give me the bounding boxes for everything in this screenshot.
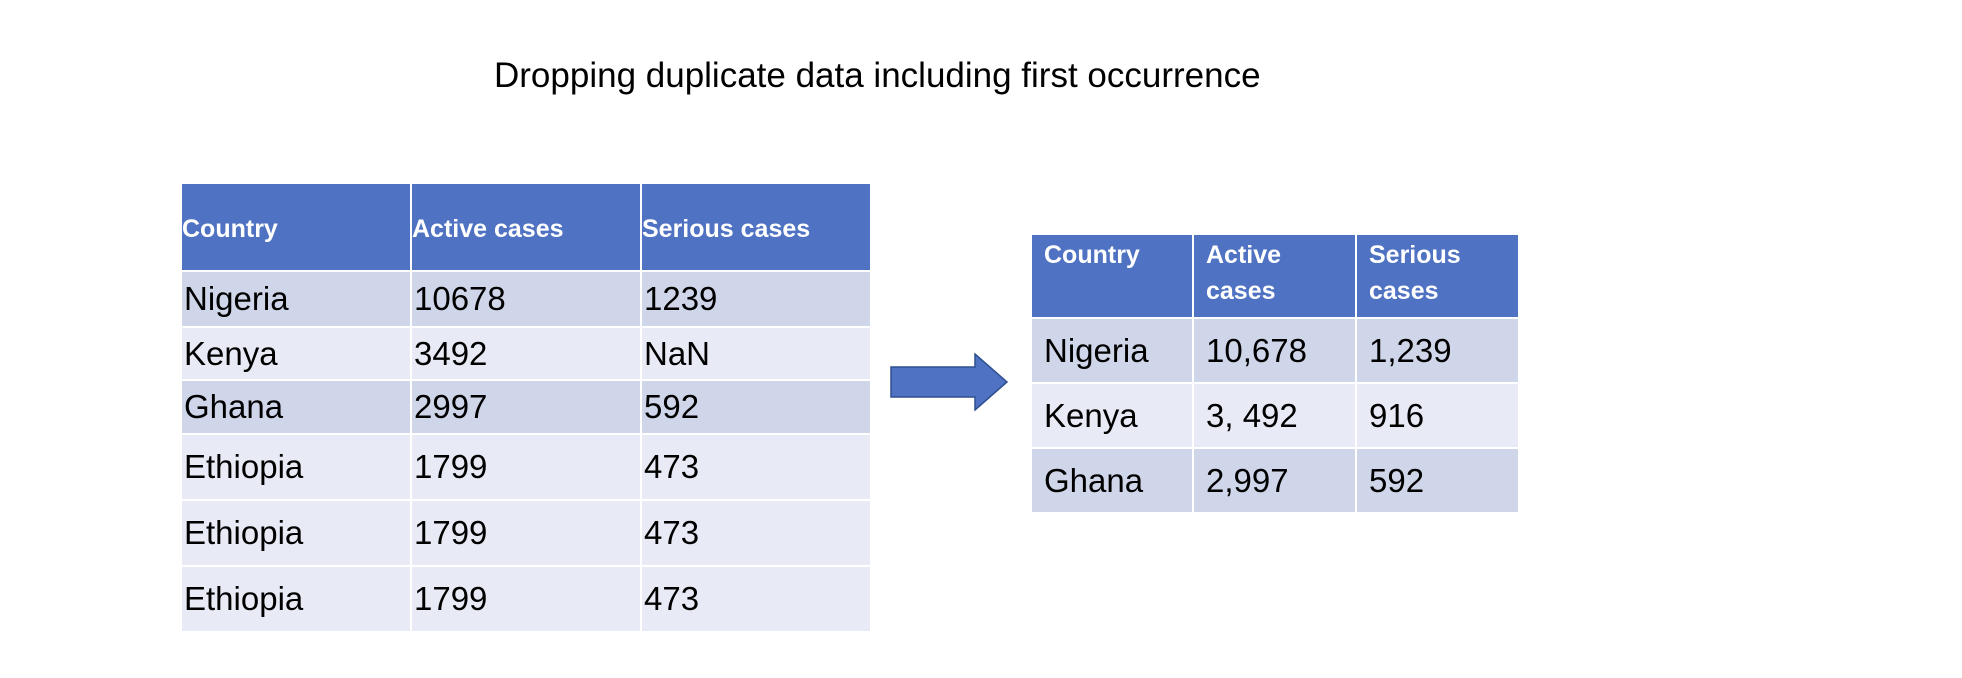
cell-active-cases: 10678: [410, 270, 642, 328]
table-header-row: Country Active cases Serious cases: [1030, 233, 1520, 319]
table-row: Ghana 2,997 592: [1030, 447, 1520, 514]
cell-country: Nigeria: [180, 270, 412, 328]
table-row: Ghana 2997 592: [180, 379, 872, 435]
cell-country: Ethiopia: [180, 433, 412, 501]
page-title: Dropping duplicate data including first …: [494, 56, 1261, 95]
table-row: Kenya 3492 NaN: [180, 326, 872, 381]
cell-country: Nigeria: [1030, 317, 1194, 384]
cell-active-cases: 2997: [410, 379, 642, 435]
header-active-cases: Active cases: [1192, 233, 1357, 319]
cell-active-cases: 3492: [410, 326, 642, 381]
cell-serious-cases: NaN: [640, 326, 872, 381]
table-header-row: Country Active cases Serious cases: [180, 182, 872, 272]
table-row: Ethiopia 1799 473: [180, 433, 872, 501]
cell-active-cases: 2,997: [1192, 447, 1357, 514]
cell-serious-cases: 1,239: [1355, 317, 1520, 384]
table-row: Nigeria 10678 1239: [180, 270, 872, 328]
cell-active-cases: 3, 492: [1192, 382, 1357, 449]
cell-serious-cases: 473: [640, 433, 872, 501]
right-arrow-icon: [890, 353, 1008, 411]
cell-country: Kenya: [180, 326, 412, 381]
cell-serious-cases: 1239: [640, 270, 872, 328]
cell-serious-cases: 592: [1355, 447, 1520, 514]
table-row: Ethiopia 1799 473: [180, 499, 872, 567]
header-active-cases: Active cases: [410, 182, 642, 272]
cell-active-cases: 10,678: [1192, 317, 1357, 384]
cell-country: Kenya: [1030, 382, 1194, 449]
header-country: Country: [180, 182, 412, 272]
deduplicated-table: Country Active cases Serious cases Niger…: [1030, 233, 1520, 514]
cell-country: Ethiopia: [180, 499, 412, 567]
original-table: Country Active cases Serious cases Niger…: [180, 182, 872, 633]
header-country: Country: [1030, 233, 1194, 319]
header-serious-cases: Serious cases: [1355, 233, 1520, 319]
table-row: Ethiopia 1799 473: [180, 565, 872, 633]
table-row: Kenya 3, 492 916: [1030, 382, 1520, 449]
table-row: Nigeria 10,678 1,239: [1030, 317, 1520, 384]
cell-serious-cases: 592: [640, 379, 872, 435]
cell-serious-cases: 473: [640, 499, 872, 567]
cell-serious-cases: 473: [640, 565, 872, 633]
cell-country: Ghana: [180, 379, 412, 435]
cell-active-cases: 1799: [410, 499, 642, 567]
cell-country: Ethiopia: [180, 565, 412, 633]
cell-country: Ghana: [1030, 447, 1194, 514]
cell-serious-cases: 916: [1355, 382, 1520, 449]
cell-active-cases: 1799: [410, 565, 642, 633]
header-serious-cases: Serious cases: [640, 182, 872, 272]
cell-active-cases: 1799: [410, 433, 642, 501]
